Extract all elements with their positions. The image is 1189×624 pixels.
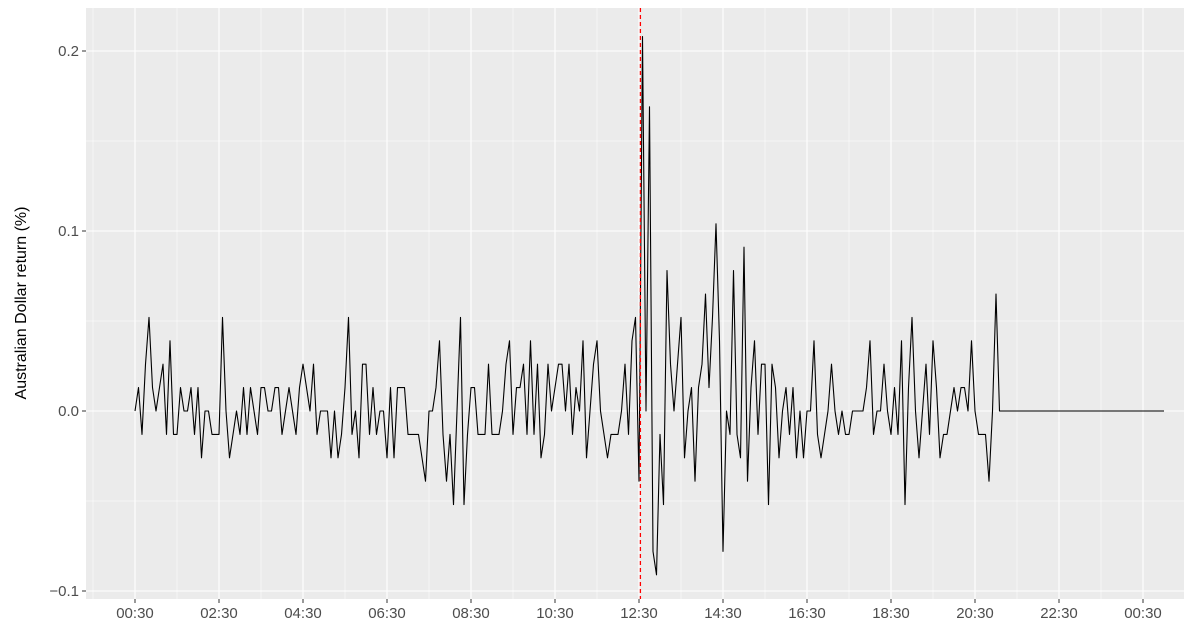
x-tick-label: 04:30: [284, 605, 322, 622]
x-tick-label: 16:30: [788, 605, 826, 622]
x-tick-label: 18:30: [872, 605, 910, 622]
x-tick-label: 02:30: [200, 605, 238, 622]
x-tick-label: 22:30: [1040, 605, 1078, 622]
x-tick-label: 14:30: [704, 605, 742, 622]
x-tick-label: 20:30: [956, 605, 994, 622]
y-tick-label: 0.0: [58, 403, 79, 420]
series-layer: [134, 36, 1164, 576]
x-tick-label: 08:30: [452, 605, 490, 622]
x-tick-label: 10:30: [536, 605, 574, 622]
minor-gridlines: [86, 8, 1184, 599]
y-axis-title: Australian Dollar return (%): [13, 207, 30, 400]
y-tick-label: 0.2: [58, 43, 79, 60]
y-axis: −0.1 0.0 0.1 0.2: [49, 43, 86, 600]
x-tick-label: 12:30: [620, 605, 658, 622]
x-tick-label: 06:30: [368, 605, 406, 622]
plot-panel: [86, 8, 1184, 599]
y-tick-label: 0.1: [58, 223, 79, 240]
x-tick-label: 00:30: [116, 605, 154, 622]
x-tick-label: 00:30: [1124, 605, 1162, 622]
y-tick-label: −0.1: [49, 583, 79, 600]
series-line: [134, 36, 1164, 576]
x-axis: 00:30 02:30 04:30 06:30 08:30 10:30 12:30 14:30…: [116, 599, 1162, 622]
